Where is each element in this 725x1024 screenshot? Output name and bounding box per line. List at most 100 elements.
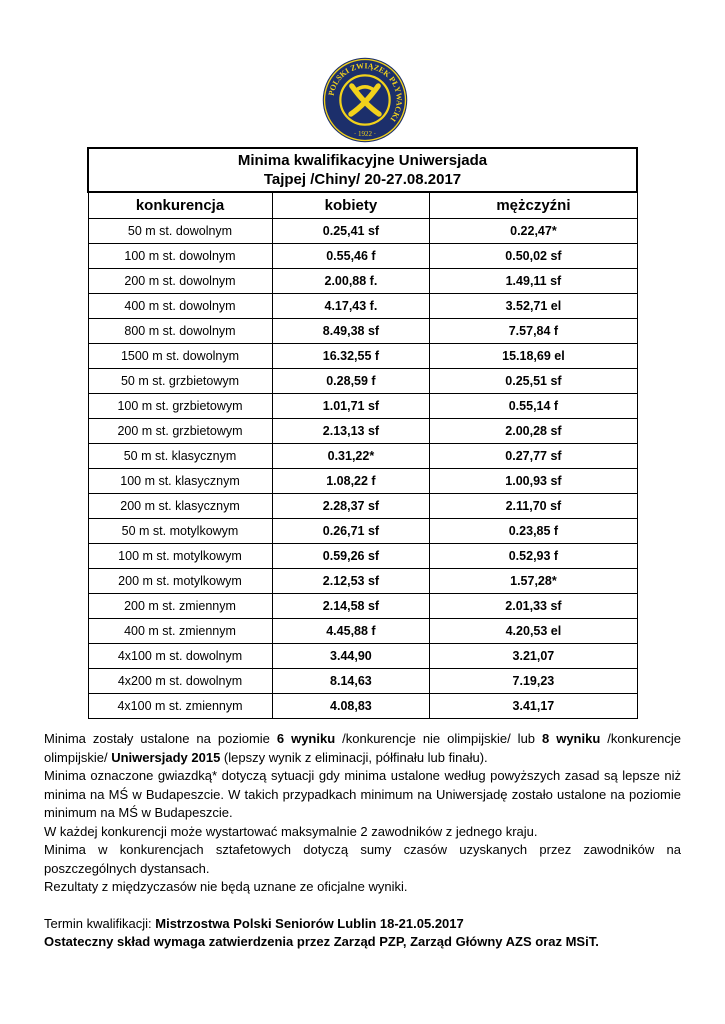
term-label: Termin kwalifikacji:: [44, 915, 156, 931]
cell-men: 15.18,69 el: [429, 343, 638, 369]
note-segment: Minima zostały ustalone na poziomie: [44, 731, 277, 746]
table-row: 100 m st. dowolnym 0.55,46 f 0.50,02 sf: [87, 243, 638, 269]
term-value: Mistrzostwa Polski Seniorów Lublin 18-21…: [155, 915, 464, 931]
cell-men: 7.57,84 f: [429, 318, 638, 344]
note-minima-basis: Minima zostały ustalone na poziomie 6 wy…: [44, 730, 681, 767]
note-final-approval: Ostateczny skład wymaga zatwierdzenia pr…: [44, 933, 681, 952]
cell-men: 3.52,71 el: [429, 293, 638, 319]
table-row: 50 m st. grzbietowym 0.28,59 f 0.25,51 sf: [87, 368, 638, 394]
table-row: 400 m st. dowolnym 4.17,43 f. 3.52,71 el: [87, 293, 638, 319]
table-row: 200 m st. dowolnym 2.00,88 f. 1.49,11 sf: [87, 268, 638, 294]
cell-men: 2.01,33 sf: [429, 593, 638, 619]
table-row: 4x100 m st. zmiennym 4.08,83 3.41,17: [87, 693, 638, 719]
cell-men: 3.21,07: [429, 643, 638, 669]
cell-event: 400 m st. zmiennym: [87, 618, 273, 644]
cell-women: 2.00,88 f.: [271, 268, 431, 294]
cell-women: 2.28,37 sf: [271, 493, 431, 519]
cell-event: 50 m st. motylkowym: [87, 518, 273, 544]
cell-men: 1.00,93 sf: [429, 468, 638, 494]
title-line-1: Minima kwalifikacyjne Uniwersjada: [237, 152, 488, 169]
table-row: 200 m st. grzbietowym 2.13,13 sf 2.00,28 s…: [87, 418, 638, 444]
cell-event: 100 m st. motylkowym: [87, 543, 273, 569]
notes: Minima zostały ustalone na poziomie 6 wy…: [44, 730, 681, 952]
cell-event: 100 m st. grzbietowym: [87, 393, 273, 419]
cell-women: 2.12,53 sf: [271, 568, 431, 594]
table-row: 200 m st. klasycznym 2.28,37 sf 2.11,70 sf: [87, 493, 638, 519]
cell-women: 2.14,58 sf: [271, 593, 431, 619]
cell-event: 200 m st. zmiennym: [87, 593, 273, 619]
cell-women: 4.45,88 f: [271, 618, 431, 644]
cell-event: 100 m st. klasycznym: [87, 468, 273, 494]
table-title: Minima kwalifikacyjne Uniwersjada Tajpej…: [87, 147, 638, 193]
header-row: konkurencja kobiety mężczyźni: [87, 191, 638, 219]
qualification-table: Minima kwalifikacyjne Uniwersjada Tajpej…: [87, 147, 638, 719]
header-event: konkurencja: [87, 191, 273, 219]
cell-men: 3.41,17: [429, 693, 638, 719]
cell-women: 16.32,55 f: [271, 343, 431, 369]
table-row: 4x200 m st. dowolnym 8.14,63 7.19,23: [87, 668, 638, 694]
pzp-logo: POLSKI ZWIĄZEK PŁYWACKI · 1922 ·: [322, 57, 408, 143]
cell-women: 0.25,41 sf: [271, 218, 431, 244]
cell-women: 2.13,13 sf: [271, 418, 431, 444]
table-row: 100 m st. grzbietowym 1.01,71 sf 0.55,14 f: [87, 393, 638, 419]
cell-event: 4x100 m st. dowolnym: [87, 643, 273, 669]
cell-event: 4x100 m st. zmiennym: [87, 693, 273, 719]
cell-women: 8.49,38 sf: [271, 318, 431, 344]
cell-men: 0.52,93 f: [429, 543, 638, 569]
cell-event: 800 m st. dowolnym: [87, 318, 273, 344]
cell-men: 0.25,51 sf: [429, 368, 638, 394]
header-men: mężczyźni: [429, 191, 638, 219]
cell-event: 100 m st. dowolnym: [87, 243, 273, 269]
table-row: 100 m st. klasycznym 1.08,22 f 1.00,93 sf: [87, 468, 638, 494]
cell-event: 200 m st. klasycznym: [87, 493, 273, 519]
cell-men: 0.23,85 f: [429, 518, 638, 544]
cell-event: 50 m st. grzbietowym: [87, 368, 273, 394]
cell-event: 200 m st. grzbietowym: [87, 418, 273, 444]
cell-men: 4.20,53 el: [429, 618, 638, 644]
cell-women: 1.01,71 sf: [271, 393, 431, 419]
header-women: kobiety: [271, 191, 431, 219]
svg-text:· 1922 ·: · 1922 ·: [354, 130, 376, 138]
note-segment: (lepszy wynik z eliminacji, półfinału lu…: [220, 749, 488, 765]
table-row: 200 m st. zmiennym 2.14,58 sf 2.01,33 sf: [87, 593, 638, 619]
cell-women: 4.08,83: [271, 693, 431, 719]
cell-event: 4x200 m st. dowolnym: [87, 668, 273, 694]
cell-men: 0.50,02 sf: [429, 243, 638, 269]
cell-women: 0.26,71 sf: [271, 518, 431, 544]
table-row: 50 m st. dowolnym 0.25,41 sf 0.22,47*: [87, 218, 638, 244]
cell-event: 200 m st. motylkowym: [87, 568, 273, 594]
cell-women: 8.14,63: [271, 668, 431, 694]
table-row: 50 m st. motylkowym 0.26,71 sf 0.23,85 f: [87, 518, 638, 544]
cell-men: 2.00,28 sf: [429, 418, 638, 444]
note-segment: /konkurencje nie olimpijskie/ lub: [335, 731, 543, 746]
cell-men: 0.22,47*: [429, 218, 638, 244]
cell-event: 50 m st. klasycznym: [87, 443, 273, 469]
note-relays: Minima w konkurencjach sztafetowych doty…: [44, 842, 681, 876]
cell-event: 1500 m st. dowolnym: [87, 343, 273, 369]
cell-event: 50 m st. dowolnym: [87, 218, 273, 244]
table-row: 200 m st. motylkowym 2.12,53 sf 1.57,28*: [87, 568, 638, 594]
cell-women: 0.31,22*: [271, 443, 431, 469]
table-row: 50 m st. klasycznym 0.31,22* 0.27,77 sf: [87, 443, 638, 469]
cell-men: 1.49,11 sf: [429, 268, 638, 294]
cell-women: 3.44,90: [271, 643, 431, 669]
cell-women: 0.55,46 f: [271, 243, 431, 269]
cell-men: 7.19,23: [429, 668, 638, 694]
note-qualification-term: Termin kwalifikacji: Mistrzostwa Polski …: [44, 915, 681, 934]
cell-event: 400 m st. dowolnym: [87, 293, 273, 319]
cell-women: 4.17,43 f.: [271, 293, 431, 319]
cell-women: 0.28,59 f: [271, 368, 431, 394]
table-row: 4x100 m st. dowolnym 3.44,90 3.21,07: [87, 643, 638, 669]
title-line-2: Tajpej /Chiny/ 20-27.08.2017: [263, 171, 462, 188]
cell-women: 1.08,22 f: [271, 468, 431, 494]
table-row: 800 m st. dowolnym 8.49,38 sf 7.57,84 f: [87, 318, 638, 344]
table-row: 1500 m st. dowolnym 16.32,55 f 15.18,69 el: [87, 343, 638, 369]
note-segment: /konkurencje olimpijskie/: [44, 731, 681, 765]
cell-men: 0.27,77 sf: [429, 443, 638, 469]
note-splits: Rezultaty z międzyczasów nie będą uznane…: [44, 879, 408, 894]
note-segment: 6 wyniku: [276, 731, 336, 746]
note-segment: 8 wyniku: [542, 731, 601, 746]
cell-men: 2.11,70 sf: [429, 493, 638, 519]
table-row: 400 m st. zmiennym 4.45,88 f 4.20,53 el: [87, 618, 638, 644]
